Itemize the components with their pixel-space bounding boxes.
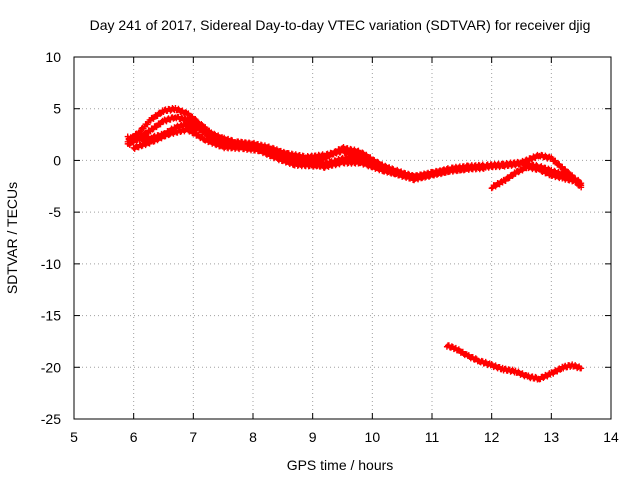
data-point xyxy=(482,164,489,171)
x-tick-label: 7 xyxy=(189,429,197,445)
data-point xyxy=(574,179,581,186)
y-tick-label: -20 xyxy=(41,359,61,375)
data-point xyxy=(137,128,144,135)
x-tick-label: 5 xyxy=(70,429,78,445)
data-point xyxy=(481,163,488,170)
x-tick-label: 12 xyxy=(484,429,500,445)
data-point xyxy=(578,184,585,191)
x-tick-label: 8 xyxy=(249,429,257,445)
y-tick-label: 0 xyxy=(53,152,61,168)
chart-title: Day 241 of 2017, Sidereal Day-to-day VTE… xyxy=(90,17,591,33)
y-tick-label: -10 xyxy=(41,256,61,272)
data-point xyxy=(515,169,522,176)
data-point xyxy=(469,165,476,172)
data-point xyxy=(149,126,156,133)
axis-ticks: 5 6 7 8 9 10 11 12 13 14 10 5 0 -5 -10 -15 -20 -25 xyxy=(41,49,619,445)
series-track-d xyxy=(130,125,477,181)
x-tick-label: 9 xyxy=(309,429,317,445)
plot-frame xyxy=(73,56,612,420)
data-point xyxy=(488,185,495,192)
series-track-e xyxy=(488,163,585,192)
data-point xyxy=(143,130,150,137)
data-point xyxy=(578,365,585,372)
data-point xyxy=(470,164,477,171)
x-axis-title: GPS time / hours xyxy=(287,457,394,473)
x-tick-label: 11 xyxy=(425,429,440,445)
data-points xyxy=(124,104,585,383)
y-tick-label: -15 xyxy=(41,308,61,324)
x-tick-label: 10 xyxy=(365,429,381,445)
data-point xyxy=(191,129,198,136)
y-tick-label: -25 xyxy=(41,411,61,427)
x-tick-label: 14 xyxy=(603,429,619,445)
y-axis-title: SDTVAR / TECUs xyxy=(4,182,20,294)
x-tick-label: 6 xyxy=(130,429,138,445)
series-track-f xyxy=(443,342,585,383)
y-tick-label: -5 xyxy=(49,204,62,220)
y-tick-label: 10 xyxy=(45,49,61,65)
y-tick-label: 5 xyxy=(53,101,61,117)
x-tick-label: 13 xyxy=(544,429,560,445)
data-point xyxy=(573,178,580,185)
